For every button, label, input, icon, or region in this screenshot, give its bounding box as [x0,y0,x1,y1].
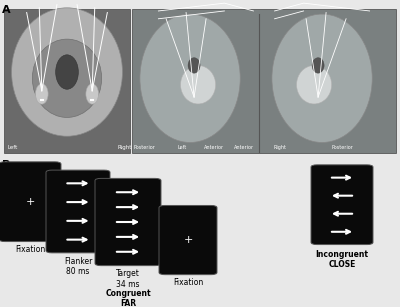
Ellipse shape [188,58,200,73]
Ellipse shape [140,14,240,142]
FancyBboxPatch shape [4,10,130,154]
FancyBboxPatch shape [159,205,217,275]
Ellipse shape [32,39,102,117]
Ellipse shape [272,14,372,142]
Text: Congruent
FAR: Congruent FAR [105,289,151,307]
Text: Right: Right [274,145,287,150]
FancyBboxPatch shape [311,165,373,245]
Text: Incongruent
CLOSE: Incongruent CLOSE [316,250,368,269]
Ellipse shape [36,84,48,104]
FancyBboxPatch shape [46,170,110,253]
Text: Right: Right [118,145,132,150]
Ellipse shape [12,8,122,136]
Ellipse shape [86,84,98,104]
Text: Left: Left [178,145,187,150]
Text: +: + [25,197,35,207]
Ellipse shape [56,55,78,89]
Text: Flanker
80 ms: Flanker 80 ms [64,257,92,276]
Text: Anterior: Anterior [234,145,254,150]
Text: Fixation: Fixation [173,278,203,287]
Ellipse shape [312,58,324,73]
Text: Fixation: Fixation [15,245,45,254]
Text: Target
34 ms: Target 34 ms [116,270,140,289]
FancyBboxPatch shape [132,10,396,154]
Text: Left: Left [8,145,18,150]
FancyBboxPatch shape [0,162,61,242]
Text: Posterior: Posterior [332,145,354,150]
Text: Anterior: Anterior [204,145,224,150]
Ellipse shape [180,65,216,104]
Text: Posterior: Posterior [134,145,156,150]
FancyBboxPatch shape [95,178,161,266]
Text: A: A [2,5,11,15]
Ellipse shape [296,65,332,104]
Text: B: B [2,160,10,169]
Text: +: + [183,235,193,245]
